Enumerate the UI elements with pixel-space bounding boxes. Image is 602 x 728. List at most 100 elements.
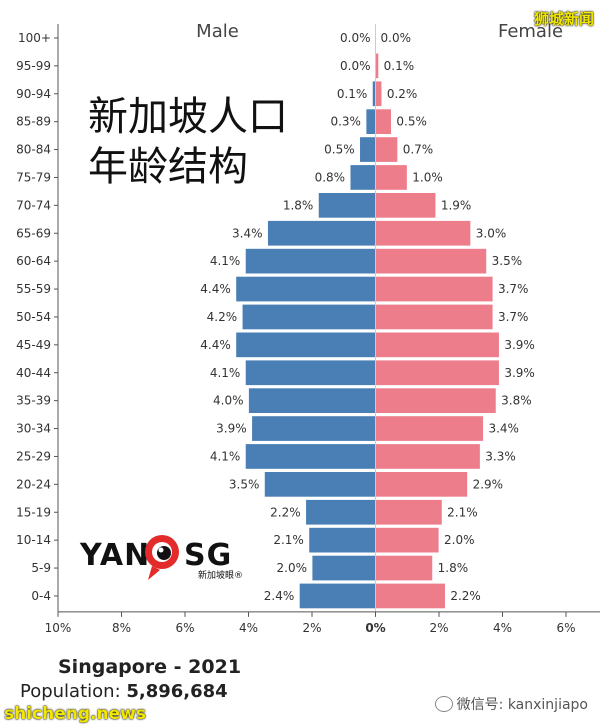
male-value-label: 3.9% bbox=[216, 422, 247, 436]
female-value-label: 3.7% bbox=[498, 282, 528, 296]
female-bar bbox=[375, 387, 497, 414]
x-tick-label: 8% bbox=[112, 621, 131, 635]
female-value-label: 3.7% bbox=[498, 310, 528, 324]
male-value-label: 4.1% bbox=[210, 254, 241, 268]
y-tick-label: 95-99 bbox=[16, 59, 51, 73]
male-bar bbox=[317, 192, 376, 219]
male-bar bbox=[349, 164, 376, 191]
male-value-label: 1.8% bbox=[283, 198, 314, 212]
female-value-label: 3.8% bbox=[501, 394, 532, 408]
y-tick-label: 55-59 bbox=[16, 282, 51, 296]
female-value-label: 1.9% bbox=[441, 198, 472, 212]
x-tick-label: 2% bbox=[429, 621, 448, 635]
female-value-label: 3.9% bbox=[504, 338, 535, 352]
y-tick-label: 35-39 bbox=[16, 394, 51, 408]
logo-text-right: SG bbox=[184, 538, 233, 573]
male-value-label: 4.4% bbox=[200, 338, 231, 352]
x-tick-label: 10% bbox=[45, 621, 72, 635]
male-bar bbox=[305, 499, 376, 526]
y-tick-label: 70-74 bbox=[16, 198, 51, 212]
male-value-label: 0.0% bbox=[340, 59, 371, 73]
male-value-label: 4.4% bbox=[200, 282, 231, 296]
female-value-label: 2.9% bbox=[473, 477, 504, 491]
male-value-label: 4.0% bbox=[213, 394, 244, 408]
female-value-label: 0.5% bbox=[396, 115, 427, 129]
female-bar bbox=[375, 247, 488, 275]
logo-subtitle: 新加坡眼® bbox=[198, 571, 244, 581]
female-bar bbox=[375, 303, 494, 331]
male-value-label: 2.2% bbox=[270, 505, 301, 519]
male-bar bbox=[241, 303, 376, 331]
male-value-label: 4.1% bbox=[210, 449, 241, 463]
male-bar bbox=[244, 443, 376, 470]
female-bar bbox=[375, 220, 472, 247]
y-tick-label: 75-79 bbox=[16, 170, 51, 184]
male-bar bbox=[308, 527, 376, 554]
female-bar bbox=[375, 443, 481, 470]
population-value: 5,896,684 bbox=[126, 681, 228, 702]
population-line: Population: 5,896,684 bbox=[20, 681, 228, 702]
male-bar bbox=[244, 247, 376, 275]
y-tick-label: 60-64 bbox=[16, 254, 51, 268]
female-value-label: 1.8% bbox=[438, 561, 469, 575]
female-bar bbox=[375, 192, 437, 219]
y-tick-label: 90-94 bbox=[16, 87, 51, 101]
female-bar bbox=[375, 275, 494, 303]
y-tick-label: 40-44 bbox=[16, 366, 51, 380]
y-tick-label: 20-24 bbox=[16, 477, 51, 491]
y-tick-label: 45-49 bbox=[16, 338, 51, 352]
y-tick-label: 100+ bbox=[18, 31, 51, 45]
x-tick-label: 6% bbox=[556, 621, 575, 635]
female-bar bbox=[375, 136, 399, 163]
female-value-label: 3.4% bbox=[488, 422, 519, 436]
female-bar bbox=[375, 527, 440, 554]
x-tick-label: 0% bbox=[365, 621, 385, 635]
male-bar bbox=[298, 582, 376, 610]
x-tick-label: 4% bbox=[493, 621, 512, 635]
male-bar bbox=[235, 275, 376, 303]
male-bar bbox=[263, 471, 376, 498]
female-value-label: 0.7% bbox=[403, 143, 434, 157]
male-bar bbox=[359, 136, 376, 163]
female-bar bbox=[375, 499, 443, 526]
male-value-label: 3.5% bbox=[229, 477, 260, 491]
logo-text-left: YAN bbox=[80, 538, 151, 573]
male-value-label: 2.0% bbox=[277, 561, 308, 575]
female-bar bbox=[375, 80, 383, 107]
wechat-text: 微信号: kanxinjiapo bbox=[456, 697, 588, 713]
male-value-label: 4.1% bbox=[210, 366, 241, 380]
y-tick-label: 0-4 bbox=[31, 589, 51, 603]
female-value-label: 3.3% bbox=[485, 449, 516, 463]
x-tick-label: 2% bbox=[302, 621, 321, 635]
y-tick-label: 80-84 bbox=[16, 143, 51, 157]
female-value-label: 0.2% bbox=[387, 87, 418, 101]
female-bar bbox=[375, 331, 500, 359]
wechat-icon bbox=[434, 696, 453, 712]
female-value-label: 3.0% bbox=[476, 226, 507, 240]
y-tick-label: 25-29 bbox=[16, 449, 51, 463]
male-bar bbox=[311, 554, 376, 582]
x-tick-label: 6% bbox=[175, 621, 194, 635]
female-value-label: 1.0% bbox=[412, 170, 443, 184]
male-value-label: 2.1% bbox=[273, 533, 304, 547]
female-bar bbox=[375, 471, 468, 498]
y-tick-label: 65-69 bbox=[16, 226, 51, 240]
male-bar bbox=[235, 331, 376, 359]
country-year: Singapore - 2021 bbox=[58, 656, 242, 678]
female-bar bbox=[375, 554, 434, 582]
y-tick-label: 50-54 bbox=[16, 310, 51, 324]
y-tick-label: 15-19 bbox=[16, 505, 51, 519]
female-value-label: 2.2% bbox=[450, 589, 481, 603]
male-value-label: 0.8% bbox=[315, 170, 346, 184]
male-bar bbox=[248, 387, 376, 414]
population-label: Population: bbox=[20, 681, 127, 702]
y-tick-label: 10-14 bbox=[16, 533, 51, 547]
female-bar bbox=[375, 359, 500, 386]
female-bar bbox=[375, 108, 392, 135]
y-tick-label: 85-89 bbox=[16, 115, 51, 129]
male-value-label: 0.0% bbox=[340, 31, 371, 45]
female-bar bbox=[375, 164, 408, 191]
eye-pin-icon bbox=[145, 535, 179, 580]
x-tick-label: 4% bbox=[239, 621, 258, 635]
